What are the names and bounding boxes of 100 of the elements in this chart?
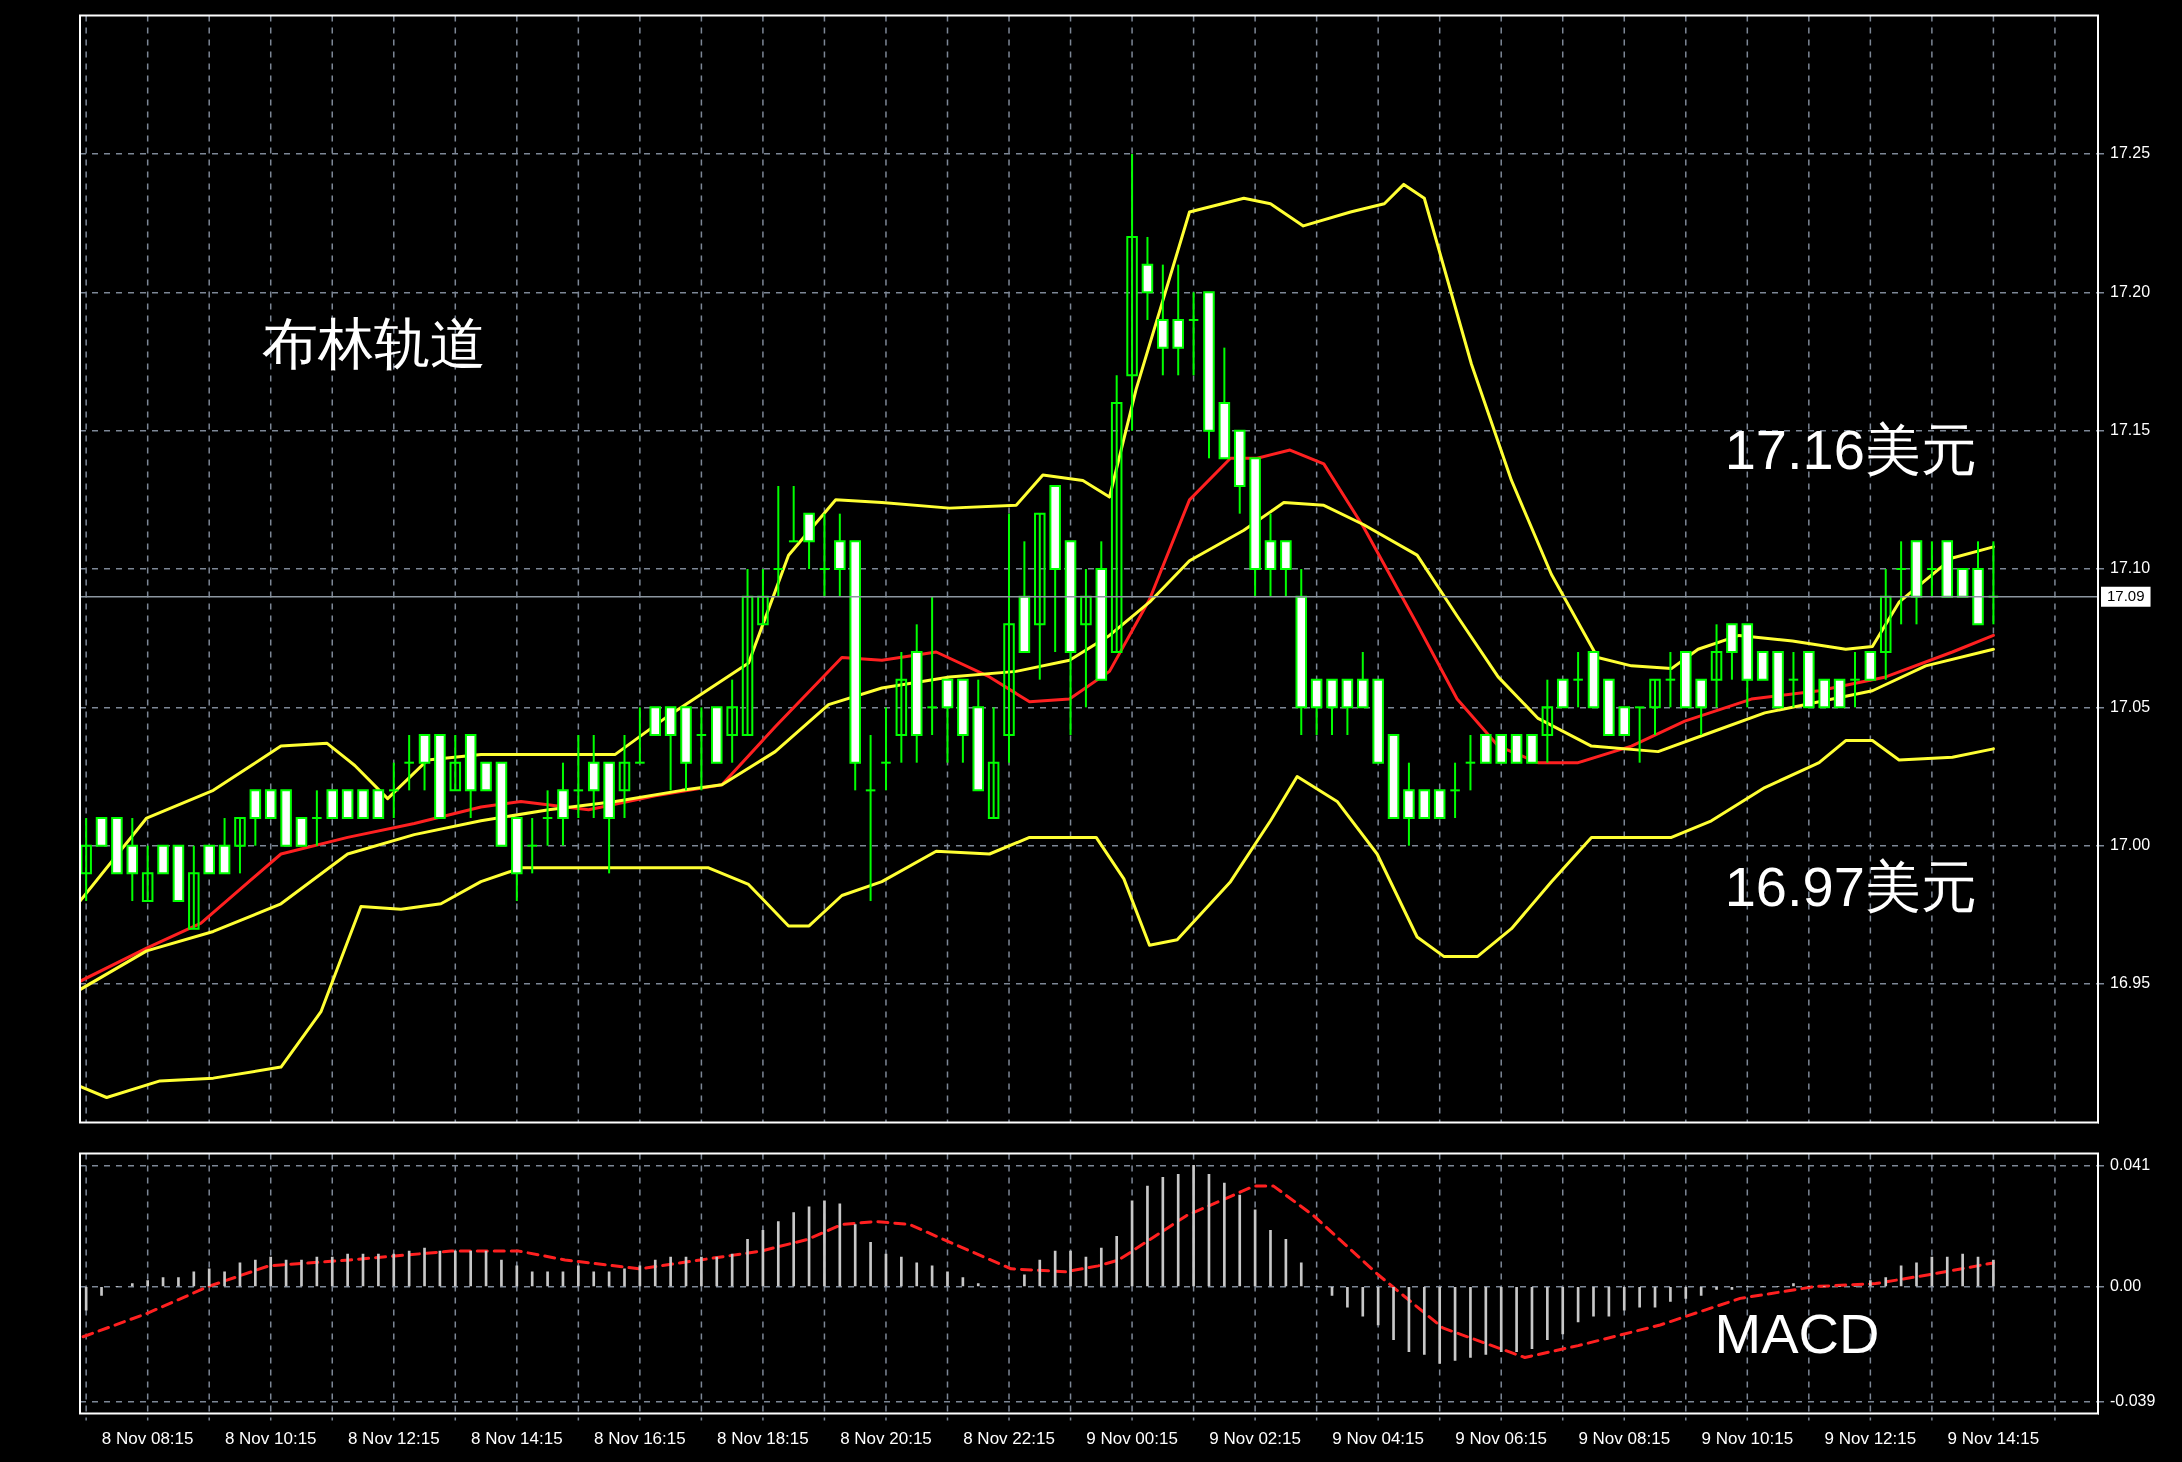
candlestick — [1126, 152, 1138, 432]
bar — [546, 1271, 549, 1287]
candlestick — [772, 484, 785, 598]
candlestick — [1926, 540, 1938, 598]
candlestick — [1710, 623, 1723, 709]
candlestick — [572, 734, 585, 820]
candlestick — [1110, 374, 1123, 654]
annotation: 16.97美元 — [1724, 854, 1977, 918]
bar — [1176, 1173, 1180, 1287]
bar — [1438, 1286, 1442, 1364]
candlestick — [449, 734, 462, 792]
candlestick — [80, 817, 92, 903]
bar — [377, 1253, 380, 1287]
x-tick-label: 9 Nov 00:15 — [1086, 1429, 1178, 1449]
bar — [530, 1271, 534, 1287]
bar — [1884, 1277, 1888, 1287]
candlestick — [864, 734, 877, 903]
candlestick — [987, 706, 1000, 820]
bar — [392, 1253, 396, 1287]
y-tick-label: 17.00 — [2110, 836, 2151, 854]
y-tick-label: 0.041 — [2110, 1155, 2151, 1173]
x-tick-label: 9 Nov 02:15 — [1209, 1429, 1301, 1449]
bar — [1669, 1286, 1672, 1302]
candlestick — [695, 706, 708, 792]
candlestick — [403, 734, 415, 792]
candlestick — [880, 706, 892, 792]
x-tick-label: 9 Nov 04:15 — [1332, 1429, 1425, 1449]
bar — [1792, 1283, 1795, 1287]
bar — [900, 1256, 903, 1287]
candlestick — [1449, 761, 1461, 820]
y-tick-label: 0.00 — [2110, 1276, 2142, 1294]
bar — [715, 1256, 719, 1287]
bar — [653, 1259, 657, 1287]
candlestick — [634, 706, 646, 764]
bar — [1069, 1250, 1072, 1287]
bar — [1992, 1259, 1995, 1287]
candlestick — [1664, 651, 1677, 709]
bar — [1869, 1280, 1872, 1287]
bar — [423, 1247, 426, 1287]
bar — [1099, 1247, 1103, 1287]
bar — [254, 1259, 257, 1287]
x-tick-label: 8 Nov 12:15 — [347, 1429, 440, 1449]
bar — [915, 1262, 919, 1287]
bar — [192, 1271, 196, 1287]
y-tick-label: 17.20 — [2110, 282, 2151, 300]
candlestick — [388, 761, 400, 820]
bar — [1715, 1286, 1718, 1290]
bar — [577, 1265, 580, 1287]
bar — [869, 1241, 872, 1287]
x-tick-label: 8 Nov 22:15 — [963, 1429, 1055, 1449]
y-tick-label: -0.039 — [2110, 1392, 2156, 1410]
candlestick — [1080, 568, 1092, 709]
candlestick — [1003, 512, 1015, 764]
candlestick — [1633, 706, 1646, 764]
bar — [1546, 1286, 1549, 1341]
bar — [1561, 1286, 1565, 1335]
bar — [1469, 1286, 1472, 1358]
bar — [346, 1253, 349, 1287]
x-tick-label: 8 Nov 10:15 — [224, 1429, 317, 1449]
y-tick-label: 16.95 — [2110, 974, 2151, 992]
candlestick — [541, 789, 554, 847]
candlestick — [1464, 734, 1477, 792]
bar — [100, 1286, 103, 1296]
candlestick — [1787, 651, 1800, 709]
candlestick — [1187, 291, 1200, 377]
candlestick — [311, 789, 323, 847]
bar — [946, 1271, 949, 1287]
bar — [1945, 1256, 1949, 1287]
x-tick-label: 8 Nov 20:15 — [840, 1429, 932, 1449]
bar — [1515, 1286, 1518, 1352]
x-tick-label: 8 Nov 14:15 — [470, 1429, 563, 1449]
candlestick — [1879, 568, 1892, 681]
bar — [1038, 1259, 1042, 1287]
candlestick — [1541, 678, 1554, 764]
x-tick-label: 8 Nov 16:15 — [594, 1429, 686, 1449]
bar — [1422, 1286, 1426, 1355]
bar — [592, 1271, 596, 1287]
annotation: 布林轨道 — [261, 312, 486, 376]
candlestick — [188, 844, 200, 930]
bar — [130, 1283, 134, 1287]
candlestick — [1849, 651, 1861, 709]
bar — [1223, 1182, 1226, 1287]
candlestick — [757, 568, 769, 626]
bar — [1961, 1253, 1964, 1287]
bar — [177, 1277, 180, 1287]
y-tick-label: 17.15 — [2110, 421, 2151, 439]
bar — [469, 1250, 473, 1287]
candlestick — [741, 568, 754, 737]
bar — [300, 1259, 303, 1287]
bar — [746, 1238, 749, 1287]
x-tick-label: 9 Nov 08:15 — [1578, 1429, 1671, 1449]
bar — [1499, 1286, 1503, 1352]
candlestick — [1572, 651, 1584, 709]
candlestick — [1649, 678, 1661, 737]
bar — [1684, 1286, 1688, 1299]
bar — [623, 1268, 626, 1287]
bar — [1622, 1286, 1626, 1311]
bar — [1299, 1262, 1303, 1287]
bar — [1346, 1286, 1349, 1308]
candlestick — [895, 651, 908, 764]
